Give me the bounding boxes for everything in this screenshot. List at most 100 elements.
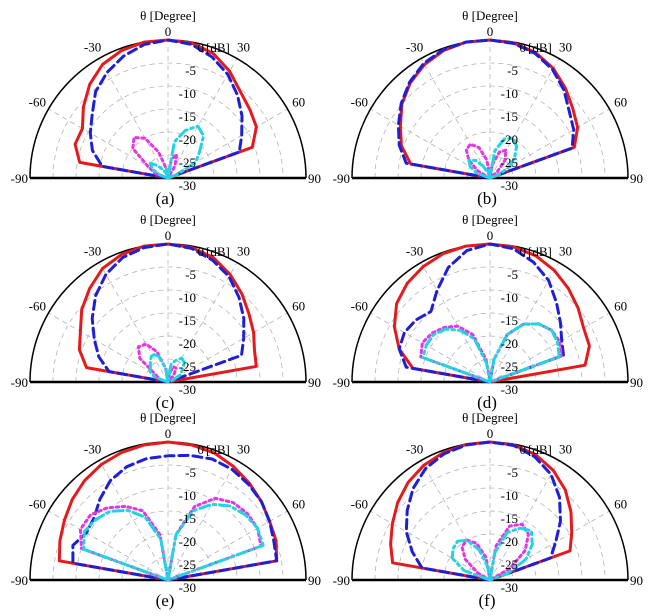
theta-tick-label: -60 [29, 497, 46, 512]
theta-grid-line [489, 460, 560, 581]
theta-tick-label: 60 [292, 95, 305, 110]
r-tick-label: -5 [185, 465, 196, 480]
series-line-dashed [404, 440, 562, 582]
r-tick-label: -20 [501, 534, 518, 549]
r-tick-label: -15 [179, 313, 196, 328]
r-tick-label: -25 [179, 557, 196, 572]
r-tick-label: -10 [179, 488, 196, 503]
r-tick-label: -15 [501, 109, 518, 124]
r-tick-label: -15 [179, 511, 196, 526]
theta-grid-line [370, 312, 491, 383]
series-line-dashed [88, 38, 244, 180]
theta-tick-label: -60 [351, 95, 368, 110]
theta-axis-title: θ [Degree] [140, 8, 196, 23]
theta-grid-line [370, 510, 491, 581]
theta-tick-label: 30 [237, 39, 250, 54]
r-grid-arc [98, 312, 238, 383]
polar-panel-6: -90-60-3003060900-5-10-15-20-25-30[dB]θ … [333, 410, 643, 610]
theta-tick-label: -60 [29, 299, 46, 314]
r-grid-arc [52, 266, 284, 383]
series-line-dashdot [467, 136, 519, 180]
r-tick-label: -25 [501, 359, 518, 374]
r-tick-label: 0 [520, 244, 527, 259]
r-tick-label: -30 [501, 178, 518, 193]
theta-tick-label: 30 [237, 441, 250, 456]
theta-tick-label: 60 [614, 497, 627, 512]
theta-tick-label: -90 [333, 573, 350, 588]
theta-grid-line [489, 58, 560, 179]
theta-tick-label: -30 [84, 39, 101, 54]
r-tick-label: -25 [501, 155, 518, 170]
r-tick-label: -5 [507, 465, 518, 480]
theta-axis-title: θ [Degree] [140, 410, 196, 425]
r-grid-arc [98, 510, 238, 581]
r-grid-arc [420, 108, 560, 179]
theta-tick-label: -60 [351, 299, 368, 314]
theta-tick-label: -90 [333, 171, 350, 186]
theta-tick-label: 60 [292, 497, 305, 512]
theta-tick-label: 60 [292, 299, 305, 314]
r-tick-label: -15 [501, 313, 518, 328]
theta-grid-line [420, 460, 491, 581]
r-tick-label: -10 [501, 86, 518, 101]
r-grid-arc [420, 312, 560, 383]
series-line-solid [389, 440, 574, 582]
r-tick-label: -25 [501, 557, 518, 572]
r-grid-arc [52, 62, 284, 179]
theta-axis-title: θ [Degree] [140, 212, 196, 227]
series-line-dashdot [450, 526, 534, 582]
r-tick-label: -10 [501, 290, 518, 305]
r-unit-label: [dB] [528, 40, 552, 55]
r-grid-arc [374, 266, 606, 383]
theta-grid-line [98, 262, 169, 383]
theta-tick-label: -60 [29, 95, 46, 110]
r-grid-arc [144, 154, 192, 179]
series-line-dashed [396, 38, 576, 180]
theta-tick-label: -60 [351, 497, 368, 512]
r-tick-label: 0 [198, 442, 205, 457]
series-line-solid [77, 242, 258, 384]
theta-tick-label: 0 [487, 426, 494, 441]
r-tick-label: -10 [179, 290, 196, 305]
polar-panel-1: -90-60-3003060900-5-10-15-20-25-30[dB]θ … [11, 8, 321, 208]
theta-grid-line [489, 262, 560, 383]
r-tick-label: 0 [520, 40, 527, 55]
theta-grid-line [98, 460, 169, 581]
theta-tick-label: -30 [84, 441, 101, 456]
theta-tick-label: -30 [84, 243, 101, 258]
theta-tick-label: 0 [487, 24, 494, 39]
r-grid-arc [98, 108, 238, 179]
series-line-dotted [131, 136, 179, 180]
r-tick-label: -5 [185, 267, 196, 282]
polar-panel-4: -90-60-3003060900-5-10-15-20-25-30[dB]θ … [333, 212, 643, 412]
r-tick-label: -5 [185, 63, 196, 78]
polar-panel-5: -90-60-3003060900-5-10-15-20-25-30[dB]θ … [11, 410, 321, 610]
series-line-dashdot [421, 322, 561, 384]
r-tick-label: -25 [179, 155, 196, 170]
series-line-dashed [90, 242, 246, 384]
theta-grid-line [420, 58, 491, 179]
theta-grid-line [167, 510, 288, 581]
series-line-dashed [397, 242, 565, 384]
theta-axis-title: θ [Degree] [462, 410, 518, 425]
theta-tick-label: -90 [11, 171, 28, 186]
theta-grid-line [420, 262, 491, 383]
theta-tick-label: 60 [614, 95, 627, 110]
panel-caption: (f) [479, 591, 496, 610]
r-tick-label: -30 [501, 382, 518, 397]
theta-grid-line [48, 510, 169, 581]
series-line-dashdot [148, 124, 205, 180]
r-tick-label: -5 [507, 63, 518, 78]
theta-tick-label: -30 [406, 39, 423, 54]
theta-grid-line [98, 58, 169, 179]
r-tick-label: -10 [179, 86, 196, 101]
r-tick-label: -20 [501, 132, 518, 147]
theta-tick-label: -90 [11, 375, 28, 390]
r-tick-label: -20 [179, 534, 196, 549]
theta-tick-label: 0 [165, 426, 172, 441]
theta-tick-label: 90 [630, 375, 643, 390]
r-tick-label: -10 [501, 488, 518, 503]
r-grid-arc [374, 464, 606, 581]
r-tick-label: -30 [501, 580, 518, 595]
